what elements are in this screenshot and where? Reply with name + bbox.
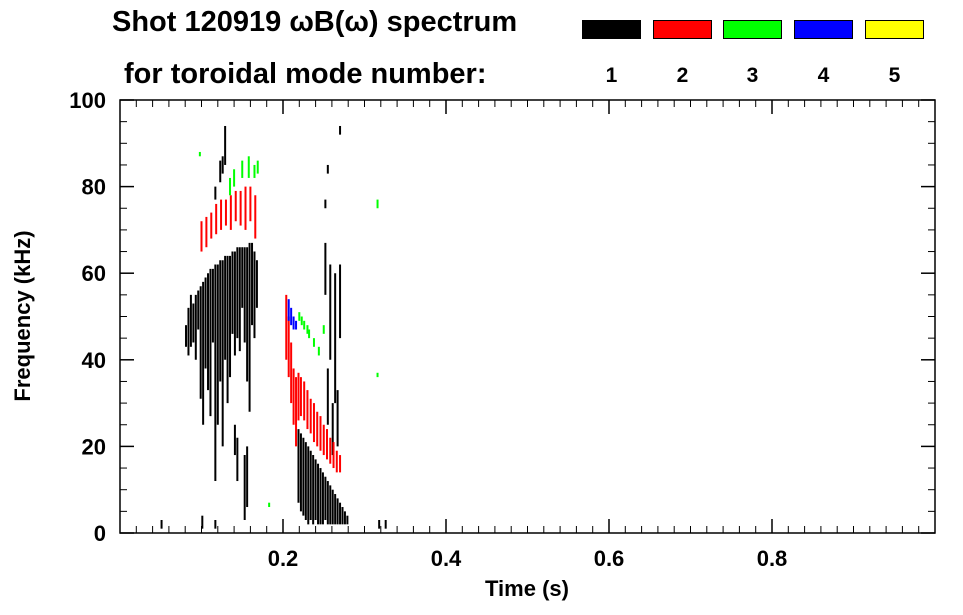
y-tick-label: 20 [82, 434, 106, 459]
legend-swatch-mode-2 [653, 20, 712, 39]
y-tick-label: 0 [94, 521, 106, 546]
legend-swatch-mode-1 [582, 20, 641, 39]
legend-label-mode-5: 5 [888, 64, 901, 87]
x-tick-label: 0.4 [431, 546, 462, 571]
y-tick-label: 60 [82, 261, 106, 286]
data-marks [160, 125, 387, 529]
chart-title-line-1: Shot 120919 ωB(ω) spectrum [112, 6, 518, 38]
minor-ticks [120, 100, 935, 533]
legend-swatch-mode-3 [723, 20, 782, 39]
legend-label-mode-4: 4 [817, 64, 830, 87]
chart-title-line-2: for toroidal mode number: [124, 58, 487, 90]
series-mode-1 [160, 125, 387, 529]
y-tick-label: 40 [82, 348, 106, 373]
legend-label-mode-1: 1 [605, 64, 618, 87]
y-axis-label: Frequency (kHz) [10, 230, 35, 401]
legend-swatch-mode-5 [865, 20, 924, 39]
series-mode-2 [200, 186, 342, 473]
x-tick-label: 0.6 [594, 546, 625, 571]
legend-swatch-mode-4 [794, 20, 853, 39]
series-mode-3 [198, 151, 379, 508]
legend-label-mode-3: 3 [746, 64, 759, 87]
legend-label-mode-2: 2 [676, 64, 689, 87]
y-axis-ticks: 0 20 40 60 80 100 [69, 88, 935, 546]
x-axis-ticks: 0.2 0.4 0.6 0.8 [268, 100, 788, 571]
x-axis-label: Time (s) [485, 576, 569, 601]
x-tick-label: 0.2 [268, 546, 299, 571]
y-tick-label: 100 [69, 88, 106, 113]
x-tick-label: 0.8 [757, 546, 788, 571]
series-mode-4 [287, 299, 298, 330]
y-tick-label: 80 [82, 175, 106, 200]
